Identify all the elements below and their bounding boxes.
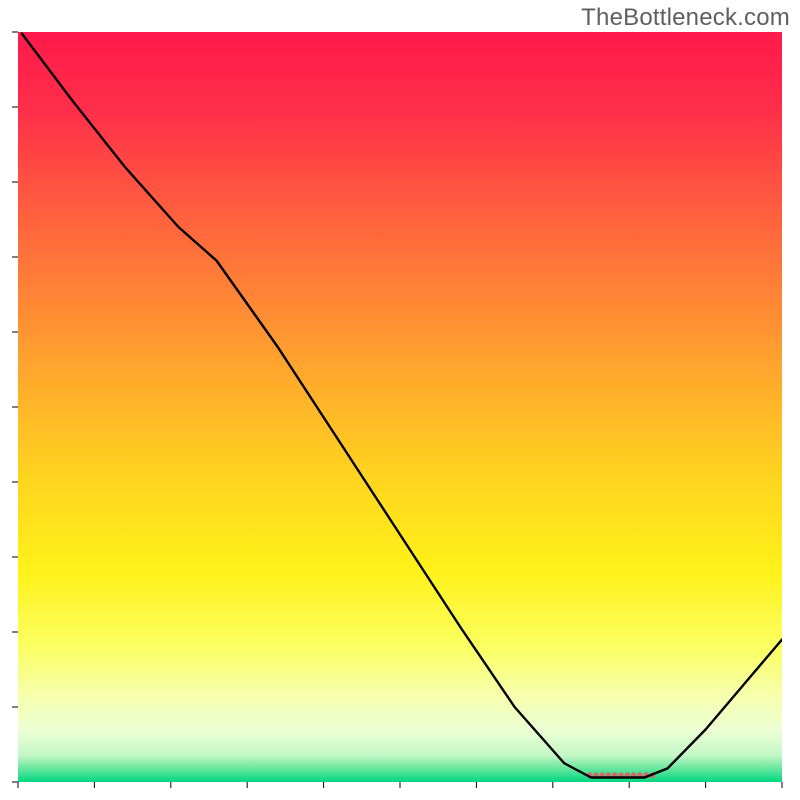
watermark-text: TheBottleneck.com (581, 4, 790, 32)
plot-area (18, 32, 782, 782)
gradient-background (18, 32, 782, 782)
chart-canvas: TheBottleneck.com (0, 0, 800, 800)
plot-svg (18, 32, 782, 782)
